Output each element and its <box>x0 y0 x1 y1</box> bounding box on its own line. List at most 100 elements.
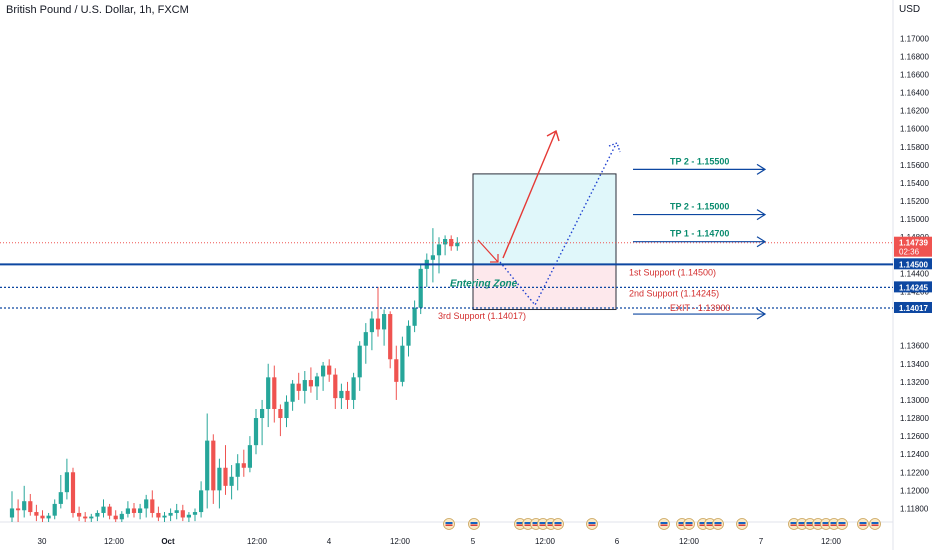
candle <box>412 300 417 333</box>
candle-body <box>28 501 33 513</box>
candle-body <box>278 408 283 419</box>
candle-body <box>394 359 399 382</box>
candle <box>119 511 124 522</box>
candle <box>321 361 326 391</box>
candle-body <box>77 512 82 517</box>
candle <box>211 434 216 504</box>
candle-body <box>22 501 27 511</box>
candle-body <box>266 377 271 409</box>
target-arrow-head <box>756 308 767 320</box>
candle <box>284 395 289 428</box>
target-arrow-head <box>756 209 767 221</box>
candle-body <box>412 307 417 326</box>
event-flag-stripe <box>822 522 830 524</box>
candle-body <box>229 476 234 486</box>
candle-body <box>436 244 442 256</box>
candle-body <box>174 510 179 513</box>
y-tick-label: 1.13000 <box>900 396 929 405</box>
alternate-path-arrow-head <box>608 142 621 153</box>
event-flag-stripe <box>445 522 453 524</box>
event-flag-stripe <box>871 522 879 524</box>
candle <box>449 235 454 251</box>
candle-body <box>388 314 393 360</box>
candle <box>180 504 185 522</box>
candle-body <box>199 490 204 513</box>
candle-body <box>400 345 405 382</box>
candle <box>260 399 265 446</box>
candle <box>333 368 338 409</box>
candle <box>217 458 222 509</box>
event-flag-stripe <box>814 522 822 524</box>
candle-body <box>70 472 76 513</box>
event-flag-stripe <box>660 524 668 526</box>
candle <box>351 372 356 409</box>
candle-body <box>101 506 106 513</box>
candle <box>290 380 295 411</box>
candle-body <box>156 512 161 518</box>
candle-body <box>144 499 149 509</box>
event-flag-stripe <box>738 524 746 526</box>
candle <box>199 481 204 518</box>
x-tick-label: 12:00 <box>390 537 411 546</box>
candle <box>235 454 240 491</box>
event-flag-stripe <box>806 524 814 526</box>
candle <box>253 408 259 455</box>
candle-body <box>314 376 320 387</box>
candle <box>138 503 143 520</box>
y-tick-label: 1.15000 <box>900 215 929 224</box>
candle-body <box>430 255 435 260</box>
candle <box>272 365 277 423</box>
candle <box>369 311 374 351</box>
candle-body <box>211 440 216 491</box>
candle-body <box>253 418 259 446</box>
candle-body <box>113 515 118 520</box>
event-flag-stripe <box>516 524 524 526</box>
event-flag-stripe <box>678 524 686 526</box>
candle <box>64 458 69 500</box>
candle <box>308 367 313 393</box>
candle-body <box>345 390 350 400</box>
event-flag-stripe <box>524 522 532 524</box>
candle-body <box>455 242 460 247</box>
x-tick-label: 12:00 <box>104 537 125 546</box>
current-price-badge: 1.14739 <box>899 239 928 248</box>
candle <box>278 404 283 437</box>
event-flag-stripe <box>706 522 714 524</box>
candle <box>394 345 399 400</box>
event-flag-stripe <box>524 524 532 526</box>
target-label: TP 1 - 1.14700 <box>670 229 729 239</box>
candle <box>339 383 344 409</box>
candle <box>400 336 405 387</box>
x-tick-label: 5 <box>471 537 476 546</box>
candle-body <box>16 508 21 511</box>
candle <box>9 491 15 522</box>
y-tick-label: 1.17000 <box>900 34 929 43</box>
candle <box>16 499 21 522</box>
candle <box>388 311 393 369</box>
event-flag-stripe <box>547 524 555 526</box>
candle <box>229 465 234 500</box>
event-flag-stripe <box>588 522 596 524</box>
candle-body <box>125 508 130 514</box>
candle-body <box>272 377 277 409</box>
event-flag-stripe <box>678 522 686 524</box>
candle-body <box>107 506 112 516</box>
economic-event-flag-icon <box>552 518 564 530</box>
candle <box>34 504 39 522</box>
event-flag-stripe <box>539 524 547 526</box>
candle-body <box>296 383 301 391</box>
event-flag-stripe <box>532 524 540 526</box>
candle <box>266 363 271 428</box>
candle-body <box>58 492 63 504</box>
candle <box>150 490 155 518</box>
support-level-label: 1st Support (1.14500) <box>629 267 716 277</box>
candle-body <box>119 513 124 520</box>
candle-body <box>382 314 387 330</box>
y-tick-label: 1.15400 <box>900 179 929 188</box>
candle <box>418 264 423 315</box>
y-tick-label: 1.14400 <box>900 269 929 278</box>
candle <box>296 372 301 400</box>
candle-body <box>46 515 51 519</box>
economic-event-flag-icon <box>468 518 480 530</box>
